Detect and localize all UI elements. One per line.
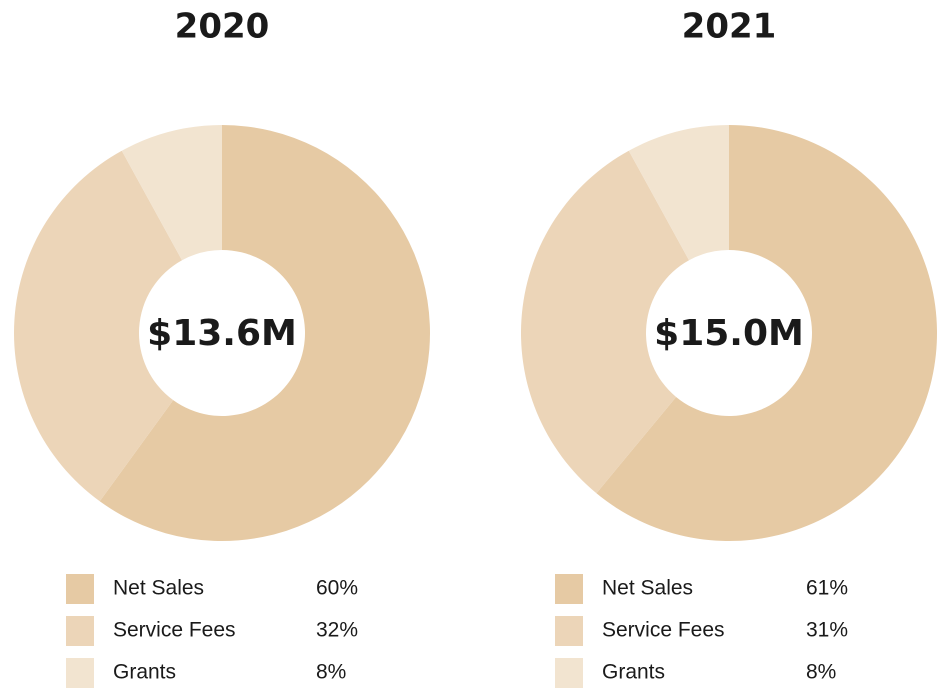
- donut-segment: [99, 125, 431, 541]
- legend-swatch: [66, 658, 94, 688]
- donut-segment: [13, 150, 183, 502]
- donut-segment: [121, 125, 222, 261]
- center-label: $13.6M: [147, 313, 297, 354]
- legend-value: 8%: [316, 661, 346, 684]
- legend-label: Grants: [602, 661, 665, 684]
- chart-title: 2021: [682, 7, 777, 47]
- legend-swatch: [66, 574, 94, 604]
- legend-swatch: [66, 616, 94, 646]
- legend-value: 61%: [806, 577, 848, 600]
- donut-segment: [628, 125, 729, 261]
- legend-swatch: [555, 574, 583, 604]
- legend-swatch: [555, 658, 583, 688]
- legend-label: Net Sales: [113, 577, 204, 600]
- legend-value: 31%: [806, 619, 848, 642]
- legend-swatch: [555, 616, 583, 646]
- donut-segment: [596, 125, 937, 541]
- legend-label: Grants: [113, 661, 176, 684]
- legend-value: 8%: [806, 661, 836, 684]
- center-label: $15.0M: [654, 313, 804, 354]
- donut-segment: [521, 150, 690, 494]
- legend-label: Service Fees: [602, 619, 725, 642]
- legend-value: 32%: [316, 619, 358, 642]
- legend-label: Net Sales: [602, 577, 693, 600]
- chart-title: 2020: [175, 7, 270, 47]
- legend-label: Service Fees: [113, 619, 236, 642]
- legend-value: 60%: [316, 577, 358, 600]
